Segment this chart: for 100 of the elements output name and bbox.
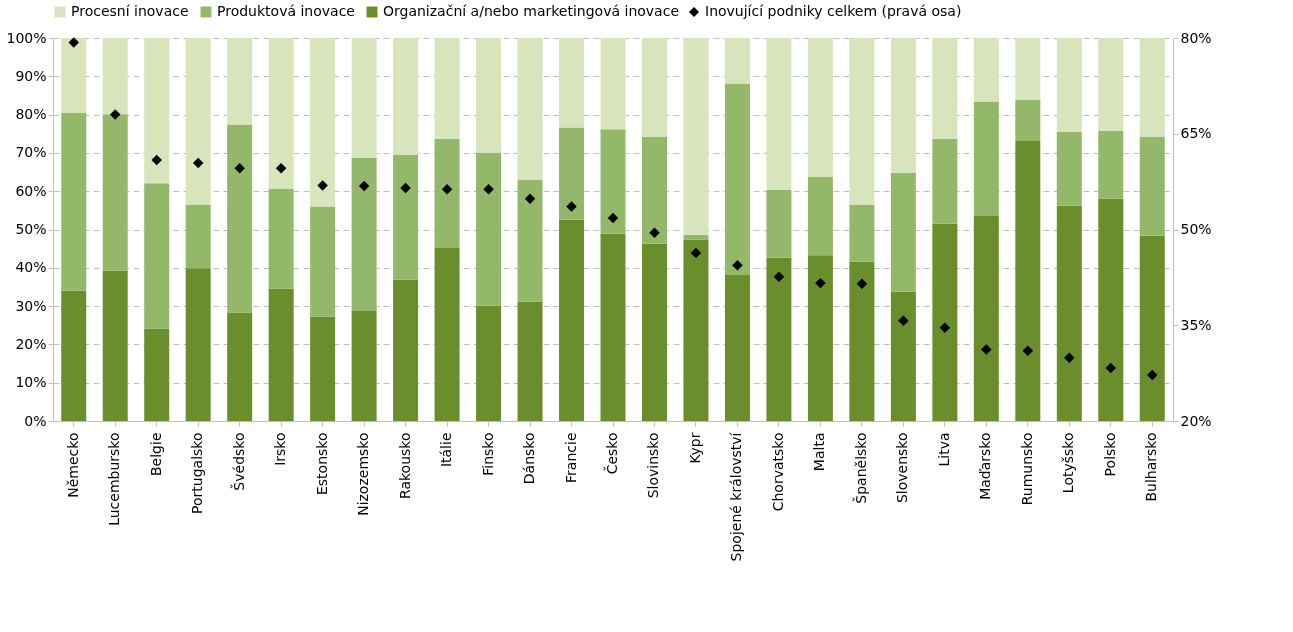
point — [981, 344, 992, 355]
y-tick-label: 100% — [6, 29, 47, 46]
bar — [559, 219, 585, 421]
bar — [102, 114, 128, 271]
point — [483, 184, 494, 195]
point — [151, 154, 162, 166]
y2-tick-label: 65% — [1180, 125, 1212, 142]
bar — [890, 172, 916, 292]
bar — [61, 113, 87, 291]
y2-tick-label: 80% — [1180, 29, 1212, 46]
y-tick-label: 50% — [15, 221, 47, 237]
x-tick-label: Německo — [64, 432, 81, 498]
x-tick-label: Chorvatsko — [769, 432, 786, 512]
bar — [434, 139, 460, 248]
bar — [268, 188, 294, 289]
point — [815, 277, 826, 289]
point — [1105, 362, 1117, 374]
bar — [1015, 100, 1041, 142]
bar — [185, 268, 211, 421]
bar — [102, 38, 128, 115]
bar — [807, 38, 833, 178]
y-tick-label: 20% — [15, 335, 47, 352]
point — [1022, 345, 1034, 357]
x-tick-label: Portugalsko — [189, 432, 206, 514]
x-tick-label: Dánsko — [521, 432, 538, 485]
bar — [227, 124, 253, 313]
bar — [144, 328, 170, 421]
bar — [268, 288, 294, 421]
bar — [807, 255, 833, 421]
bar — [434, 38, 460, 140]
bar — [932, 139, 958, 224]
bar — [393, 279, 419, 421]
bar — [1015, 38, 1041, 101]
x-tick-label: Nizozemsko — [355, 432, 372, 516]
bar — [1139, 235, 1165, 421]
bar — [1056, 38, 1082, 132]
bar — [890, 291, 916, 421]
bar — [185, 204, 211, 269]
bar — [1139, 38, 1165, 137]
bar — [973, 216, 999, 421]
point — [939, 322, 951, 334]
y-tick-label: 60% — [15, 182, 47, 199]
point — [234, 162, 245, 174]
x-tick-label: Rakousko — [396, 432, 413, 500]
x-tick-label: Litva — [935, 432, 952, 467]
y2-tick-label: 35% — [1180, 316, 1212, 333]
bar — [849, 261, 875, 421]
y-tick-label: 0% — [24, 412, 47, 429]
bar — [144, 183, 170, 329]
x-tick-label: Finsko — [479, 432, 496, 476]
x-tick-label: Maďarsko — [977, 432, 994, 500]
x-tick-label: Španělsko — [851, 432, 869, 504]
bar — [600, 129, 626, 234]
point — [68, 37, 79, 48]
point — [898, 315, 909, 327]
bar — [517, 38, 543, 181]
bar — [393, 38, 419, 155]
bar — [1015, 141, 1041, 421]
bar — [102, 270, 128, 421]
point — [358, 180, 370, 192]
bar — [890, 38, 916, 173]
point — [566, 201, 577, 212]
x-tick-label: Kypr — [686, 432, 703, 464]
x-tick-label: Švédsko — [229, 432, 247, 491]
bar — [641, 243, 667, 421]
bar — [476, 38, 502, 153]
bar — [641, 38, 667, 137]
bar — [724, 38, 750, 84]
bar — [683, 239, 709, 421]
bar — [849, 38, 875, 205]
point — [649, 227, 660, 238]
x-tick-label: Itálie — [438, 432, 455, 468]
y-tick-label: 70% — [15, 144, 47, 161]
bar — [724, 275, 750, 421]
point — [275, 162, 287, 174]
bar — [807, 177, 833, 256]
legend-label: Inovující podniky celkem (pravá osa) — [705, 3, 962, 19]
bar — [351, 157, 377, 312]
bar — [61, 290, 87, 421]
y-tick-label: 30% — [15, 297, 47, 314]
bar — [227, 38, 253, 125]
bar — [351, 311, 377, 421]
x-tick-label: Slovinsko — [645, 432, 662, 499]
x-tick-label: Bulharsko — [1143, 432, 1160, 502]
bar — [766, 257, 792, 421]
bar — [766, 190, 792, 258]
y-tick-label: 10% — [15, 374, 47, 391]
bar — [600, 38, 626, 130]
bar — [559, 38, 585, 128]
bar — [724, 83, 750, 276]
x-tick-label: Estonsko — [313, 432, 330, 496]
x-tick-label: Lotyšsko — [1060, 432, 1077, 494]
legend-label: Organizační a/nebo marketingová inovace — [383, 3, 679, 19]
bar — [310, 316, 336, 421]
y-tick-label: 80% — [15, 106, 47, 123]
legend-label: Procesní inovace — [71, 3, 189, 19]
bar — [434, 247, 460, 421]
bar — [517, 180, 543, 302]
point — [524, 193, 536, 205]
bar — [766, 38, 792, 191]
